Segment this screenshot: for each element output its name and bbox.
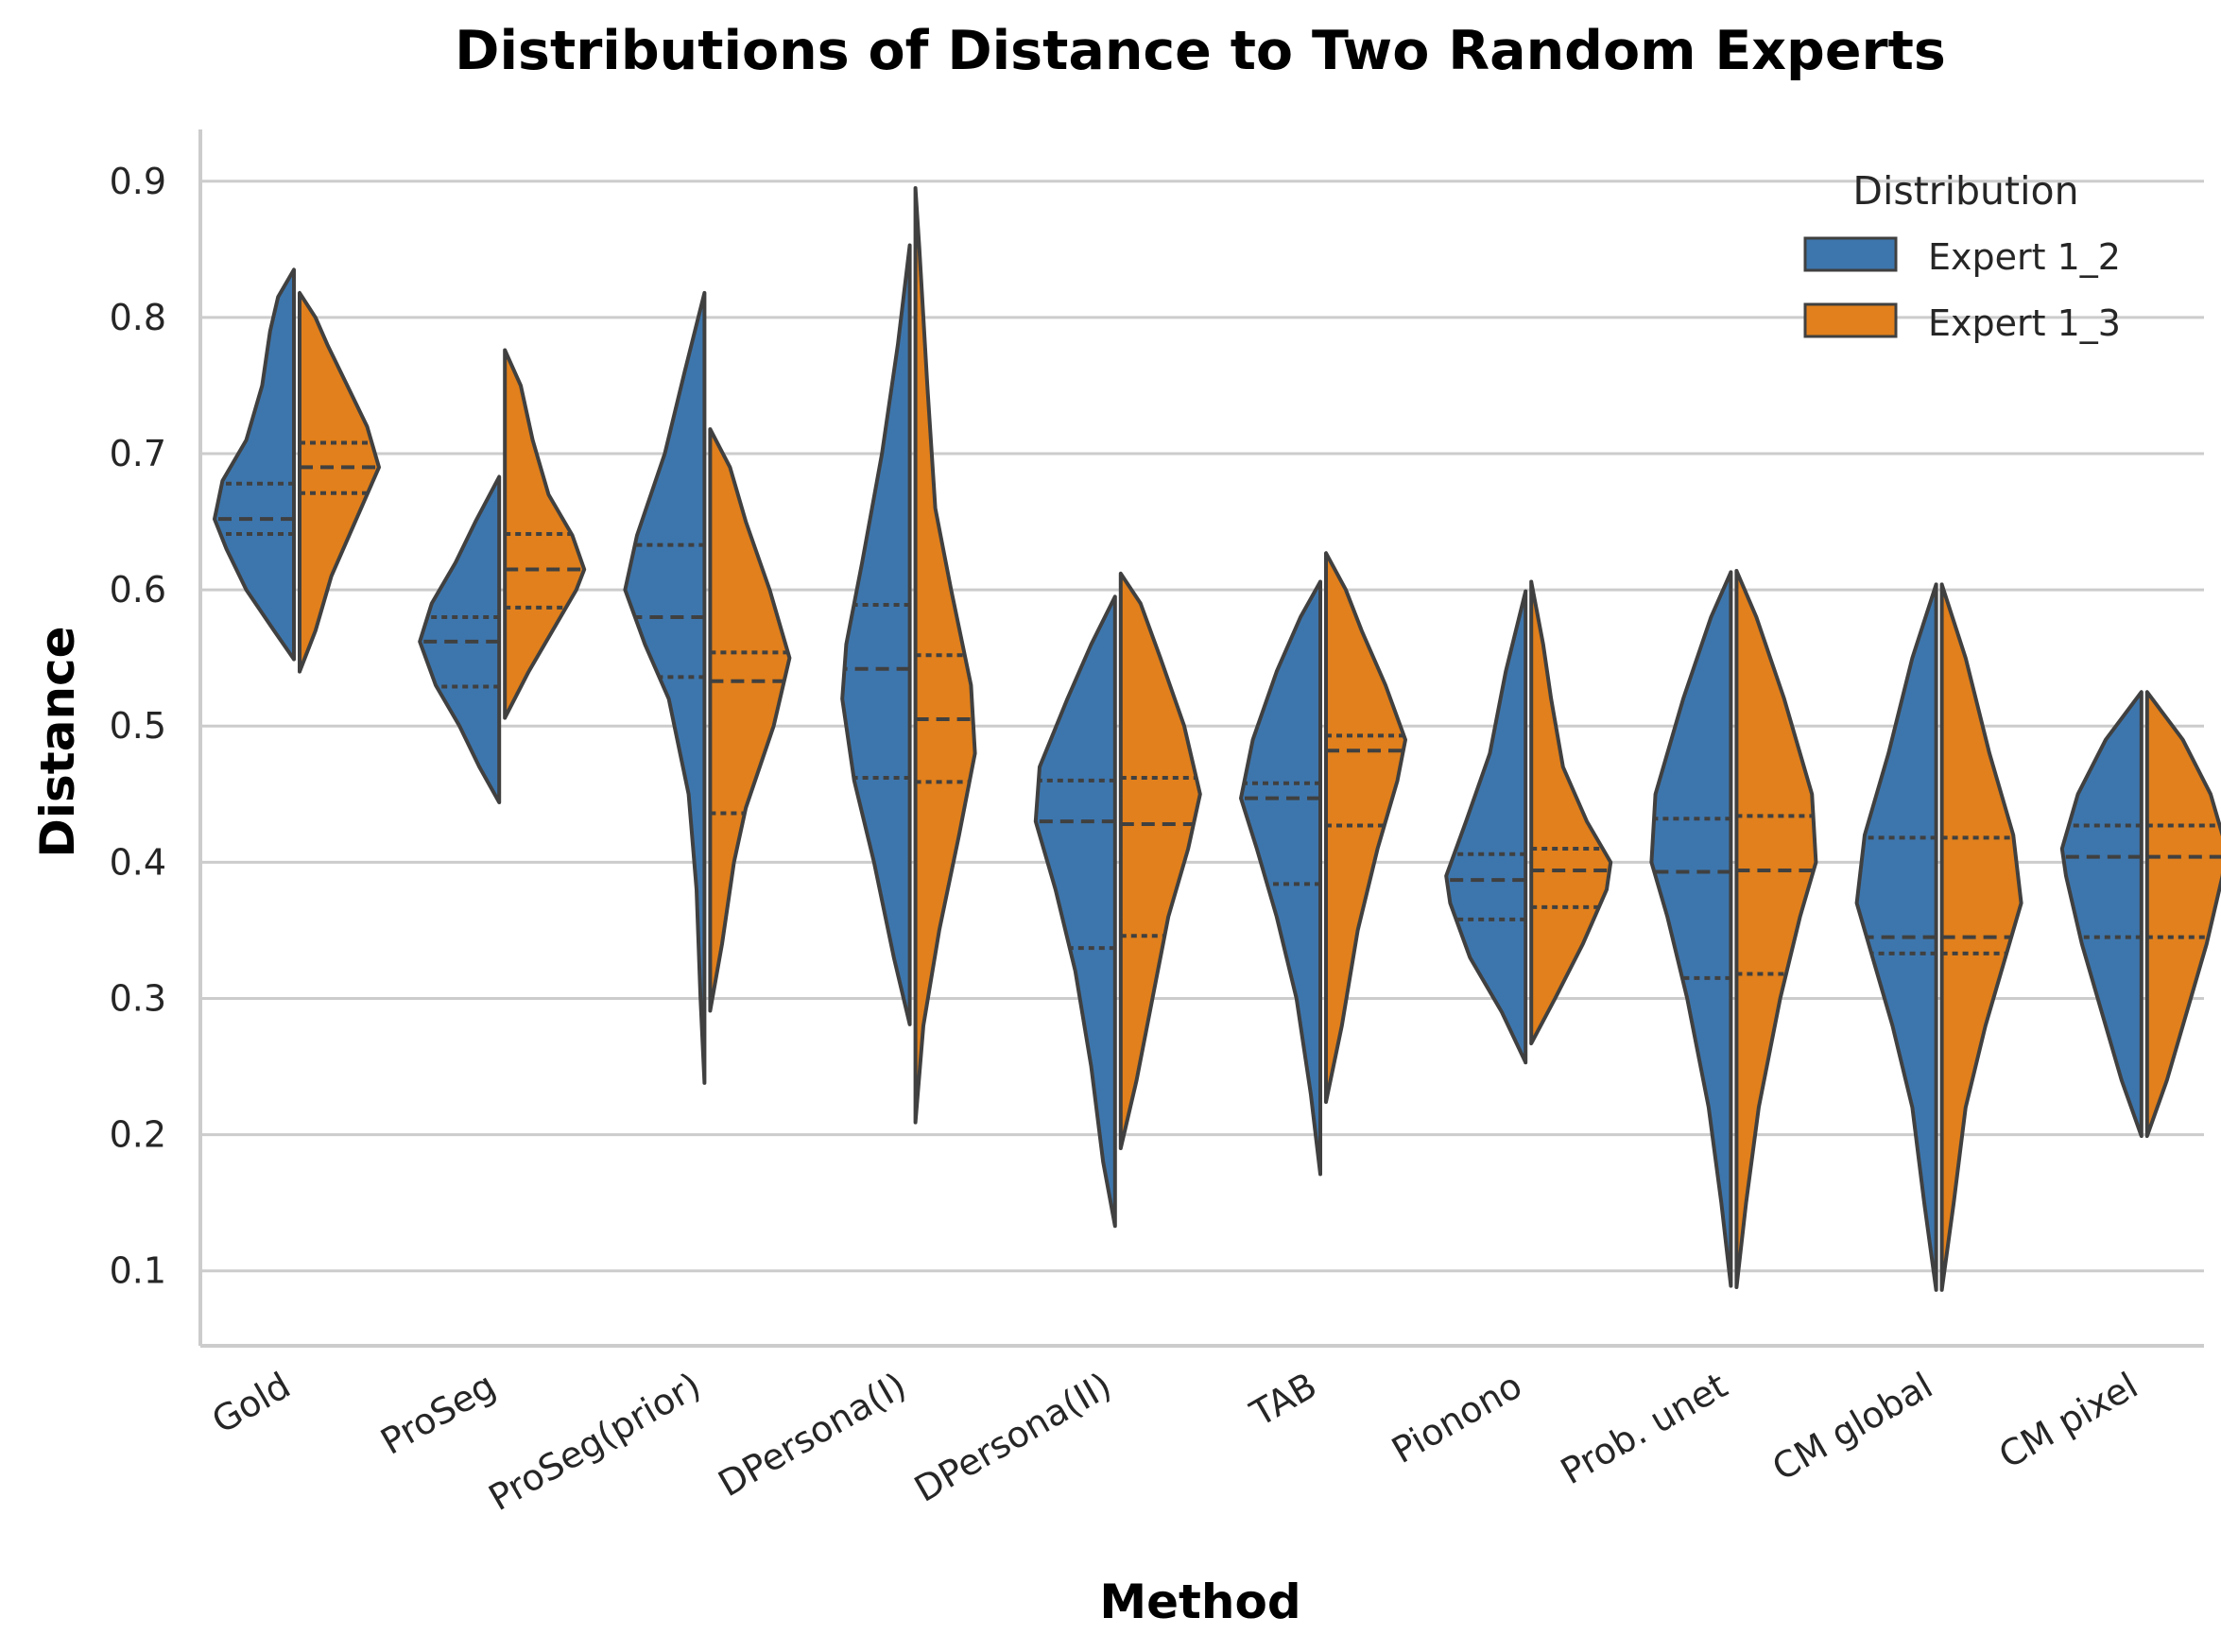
violin-expert-1-3 [503,348,587,720]
y-tick-label: 0.4 [110,841,166,883]
violin-expert-1-3 [1324,551,1407,1105]
legend-swatch-expert-1-2 [1803,236,1898,272]
violin-expert-1-2 [1854,582,1938,1292]
violin-expert-1-3 [2144,690,2221,1139]
y-tick-label: 0.9 [110,161,166,202]
legend-title: Distribution [1852,168,2078,214]
y-tick-label: 0.1 [110,1250,166,1292]
violin-expert-1-2 [1649,570,1733,1288]
chart-title: Distributions of Distance to Two Random … [455,20,1946,82]
x-tick-label: CM global [1765,1365,1939,1489]
violin-expert-1-3 [298,290,381,674]
x-tick-label: CM pixel [1992,1365,2145,1477]
y-tick-label: 0.8 [110,297,166,338]
violin-expert-1-3 [1734,568,1818,1290]
y-tick-label: 0.7 [110,433,166,474]
x-tick-label: ProSeg(prior) [482,1365,708,1519]
violin-expert-1-2 [623,290,707,1085]
violin-expert-1-3 [1529,579,1613,1046]
axes [198,129,2204,1348]
violin-expert-1-2 [418,474,502,804]
x-tick-label: TAB [1243,1365,1324,1436]
violin-expert-1-3 [1118,571,1202,1151]
violin-expert-1-3 [913,185,977,1125]
x-axis-label: Method [1099,1575,1300,1629]
legend-label-expert-1-2: Expert 1_2 [1928,236,2121,278]
violin-expert-1-2 [2059,690,2144,1139]
violin-expert-1-2 [213,267,296,662]
violin-expert-1-3 [1939,582,2023,1292]
violin-expert-1-3 [708,427,792,1013]
y-tick-label: 0.3 [110,977,166,1019]
violins [213,185,2221,1292]
y-tick-label: 0.5 [110,705,166,747]
violin-expert-1-2 [840,243,912,1026]
x-tick-label: ProSeg [373,1365,502,1463]
y-tick-label: 0.6 [110,569,166,611]
violin-expert-1-2 [1239,579,1322,1177]
y-axis-ticks: 0.1 0.2 0.3 0.4 0.5 0.6 0.7 0.8 0.9 [110,161,166,1292]
y-axis-label: Distance [30,626,85,857]
x-tick-label: Pionono [1385,1365,1528,1471]
violin-expert-1-2 [1033,594,1117,1229]
x-tick-label: Prob. unet [1554,1365,1734,1493]
legend-swatch-expert-1-3 [1803,302,1898,338]
legend-label-expert-1-3: Expert 1_3 [1928,302,2121,344]
y-tick-label: 0.2 [110,1114,166,1156]
x-tick-label: Gold [205,1365,298,1442]
legend: Distribution Expert 1_2 Expert 1_3 [1803,168,2121,344]
x-tick-label: DPersona(I) [712,1365,913,1506]
violin-expert-1-2 [1444,589,1528,1065]
x-tick-label: DPersona(II) [907,1365,1118,1510]
